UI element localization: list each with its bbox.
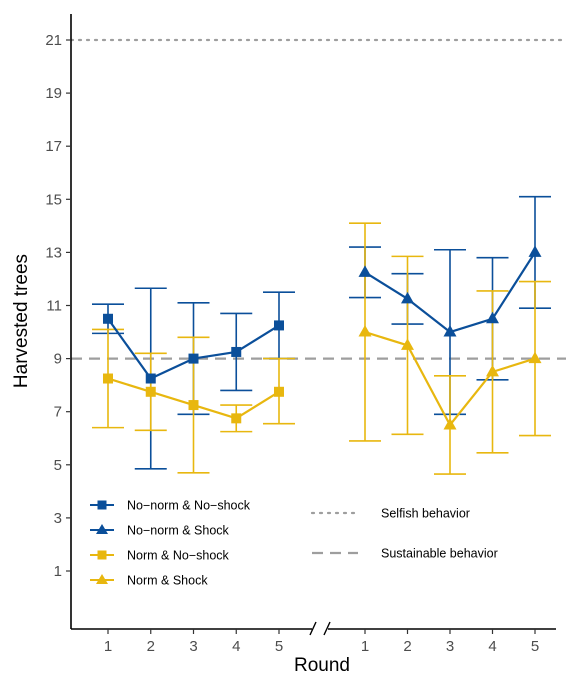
legend-triangle-marker — [96, 574, 108, 584]
data-point-triangle — [528, 245, 542, 257]
legend-label: Sustainable behavior — [381, 547, 498, 561]
x-axis-break-mark-left — [309, 621, 317, 636]
y-tick-label: 5 — [54, 457, 62, 474]
x-tick-label: 5 — [531, 638, 539, 655]
x-tick-label: 2 — [403, 638, 411, 655]
y-tick-label: 13 — [45, 244, 62, 261]
x-tick-label: 3 — [446, 638, 454, 655]
data-point-triangle — [401, 291, 414, 304]
y-tick-label: 1 — [54, 563, 62, 580]
x-tick-label: 4 — [488, 638, 496, 655]
legend-item-sustainable: Sustainable behavior — [312, 547, 498, 561]
legend-item-series-3: Norm & No−shock — [90, 549, 230, 563]
data-point-square — [231, 346, 242, 357]
x-tick-label: 3 — [189, 638, 197, 655]
legend: No−norm & No−shock No−norm & Shock Norm … — [90, 499, 498, 588]
data-point-square — [188, 353, 199, 364]
legend-label: Selfish behavior — [381, 507, 470, 521]
y-tick-label: 11 — [46, 298, 62, 315]
legend-item-selfish: Selfish behavior — [310, 507, 470, 521]
data-point-square — [145, 386, 156, 397]
legend-square-marker — [97, 550, 107, 560]
data-point-triangle — [443, 325, 457, 337]
data-point-square — [274, 386, 284, 397]
legend-square-marker — [97, 500, 107, 510]
legend-label: Norm & No−shock — [127, 549, 230, 563]
data-point-square — [188, 400, 199, 411]
x-axis: 1 2 3 4 5 1 2 3 4 5 — [71, 621, 556, 655]
data-point-square — [103, 313, 113, 324]
data-point-triangle — [358, 325, 372, 337]
y-tick-label: 7 — [54, 404, 62, 421]
data-point-triangle — [401, 338, 414, 350]
legend-label: No−norm & No−shock — [127, 499, 251, 513]
x-axis-break-mark-right — [323, 621, 331, 636]
x-tick-label: 1 — [361, 638, 369, 655]
legend-label: No−norm & Shock — [127, 524, 230, 538]
error-bars — [92, 195, 551, 475]
x-tick-label: 4 — [232, 638, 240, 655]
legend-label: Norm & Shock — [127, 574, 208, 588]
data-point-triangle — [358, 265, 372, 277]
legend-item-series-2: No−norm & Shock — [90, 524, 230, 538]
data-point-triangle — [528, 351, 542, 364]
legend-item-series-4: Norm & Shock — [90, 574, 208, 588]
data-point-square — [103, 373, 113, 384]
y-tick-label: 3 — [54, 510, 62, 527]
y-tick-label: 17 — [45, 138, 62, 155]
reference-lines — [69, 38, 566, 360]
x-tick-label: 5 — [275, 638, 283, 655]
data-point-triangle — [486, 364, 499, 377]
series-lines — [107, 251, 536, 427]
legend-triangle-marker — [96, 524, 108, 534]
data-point-square — [145, 373, 156, 384]
y-tick-label: 9 — [54, 351, 62, 368]
y-tick-label: 15 — [45, 191, 62, 208]
x-axis-title: Round — [294, 655, 350, 676]
x-tick-label: 2 — [147, 638, 155, 655]
data-points — [103, 245, 542, 430]
data-point-triangle — [486, 311, 499, 324]
data-point-triangle — [443, 417, 457, 430]
y-axis-title: Harvested trees — [11, 254, 32, 388]
y-tick-label: 21 — [45, 32, 62, 49]
x-tick-label: 1 — [104, 638, 112, 655]
x-ticks: 1 2 3 4 5 1 2 3 4 5 — [104, 629, 539, 655]
data-point-square — [274, 320, 284, 331]
data-point-square — [231, 413, 242, 424]
y-tick-label: 19 — [45, 85, 62, 102]
legend-item-series-1: No−norm & No−shock — [90, 499, 251, 513]
